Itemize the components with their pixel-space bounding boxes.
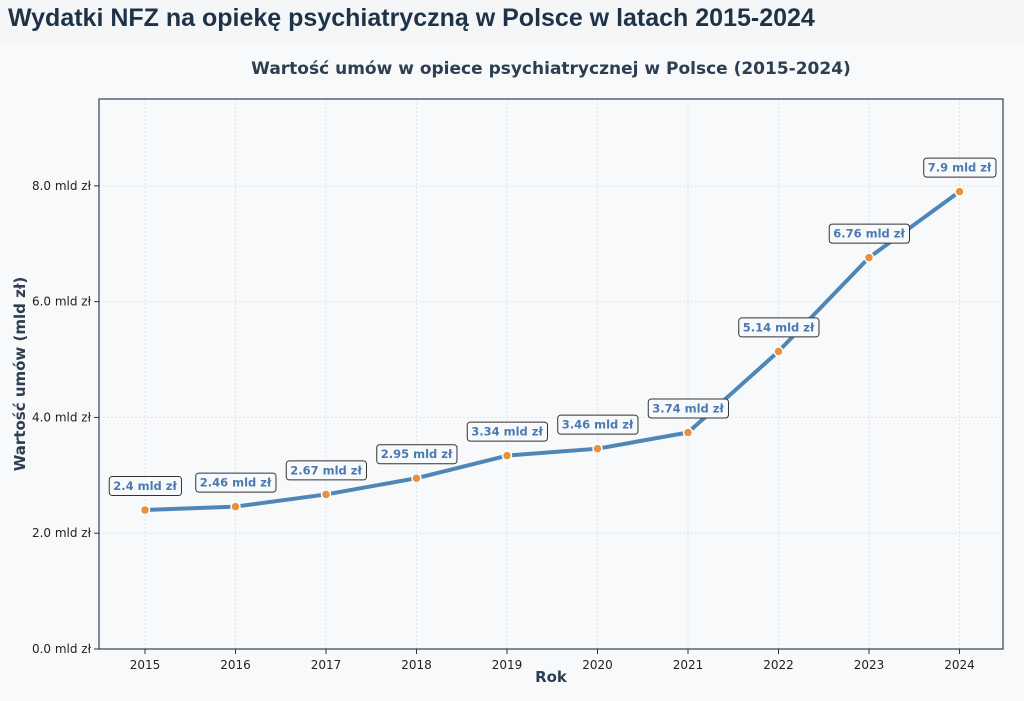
data-label-text: 3.74 mld zł: [652, 401, 724, 415]
x-tick-label: 2019: [492, 658, 523, 672]
data-point-marker: [682, 427, 694, 438]
page-header: Wydatki NFZ na opiekę psychiatryczną w P…: [0, 0, 1024, 44]
data-label-box: [923, 157, 997, 178]
data-label-text: 2.4 mld zł: [113, 479, 177, 493]
y-tick-label: 4.0 mld zł: [32, 410, 92, 424]
x-tick-label: 2022: [763, 658, 794, 672]
data-point-marker: [230, 501, 241, 512]
data-label-box: [828, 223, 910, 244]
data-label-box: [108, 476, 182, 497]
data-label-text: 2.46 mld zł: [200, 476, 272, 490]
grid-layer: [99, 99, 1003, 650]
data-label: 3.46 mld zł: [557, 414, 639, 435]
data-label-text: 6.76 mld zł: [833, 227, 905, 241]
series-layer: [139, 186, 965, 516]
data-label: 7.9 mld zł: [923, 157, 997, 178]
x-tick-label: 2021: [673, 658, 704, 672]
data-label: 2.46 mld zł: [195, 472, 277, 493]
data-point-marker: [954, 186, 965, 197]
data-label-box: [466, 421, 548, 442]
plot-frame: [98, 98, 1004, 650]
data-label-text: 3.34 mld zł: [471, 425, 543, 439]
chart-figure: Wartość umów w opiece psychiatrycznej w …: [0, 44, 1024, 701]
data-point-marker: [592, 443, 603, 454]
data-label-text: 2.67 mld zł: [290, 463, 362, 477]
data-point-marker: [320, 489, 332, 500]
data-label-text: 2.95 mld zł: [381, 447, 453, 461]
data-label: 2.4 mld zł: [108, 476, 182, 497]
chart-title: Wartość umów w opiece psychiatrycznej w …: [251, 59, 851, 79]
data-point-marker: [863, 252, 875, 263]
x-tick-label: 2023: [854, 658, 885, 672]
data-point-marker: [139, 504, 151, 516]
x-tick-label: 2024: [944, 658, 975, 672]
data-label-box: [285, 460, 367, 481]
x-tick-label: 2018: [401, 658, 432, 672]
data-label-layer: 2.4 mld zł 2.46 mld zł 2.67 mld zł 2.95 mld…: [108, 157, 997, 497]
data-label: 2.95 mld zł: [376, 444, 458, 465]
y-axis-label: Wartość umów (mld zł): [11, 277, 29, 471]
data-label: 5.14 mld zł: [738, 317, 820, 338]
x-tick-label: 2017: [311, 658, 342, 672]
tick-layer: 0.0 mld zł 2.0 mld zł 4.0 mld zł 6.0 mld zł…: [32, 179, 975, 672]
series-line: [143, 189, 962, 513]
y-tick-label: 8.0 mld zł: [32, 179, 92, 193]
page-title: Wydatki NFZ na opiekę psychiatryczną w P…: [8, 4, 815, 32]
x-tick-label: 2016: [220, 658, 251, 672]
data-label-box: [376, 444, 458, 465]
data-label-text: 7.9 mld zł: [928, 161, 992, 175]
data-label-text: 3.46 mld zł: [562, 418, 634, 432]
data-label-box: [557, 414, 639, 435]
data-label: 3.34 mld zł: [466, 421, 548, 442]
y-tick-label: 0.0 mld zł: [32, 642, 92, 656]
data-label: 3.74 mld zł: [647, 398, 729, 419]
x-tick-label: 2020: [582, 658, 613, 672]
data-label-box: [738, 317, 820, 338]
data-label: 6.76 mld zł: [828, 223, 910, 244]
x-tick-label: 2015: [130, 658, 161, 672]
data-point-marker: [501, 450, 513, 461]
data-point-marker: [773, 346, 784, 357]
data-label-box: [195, 472, 277, 493]
data-label-text: 5.14 mld zł: [743, 320, 815, 334]
data-point-marker: [411, 472, 422, 484]
y-tick-label: 2.0 mld zł: [32, 526, 92, 540]
line-chart: Wartość umów w opiece psychiatrycznej w …: [11, 59, 1004, 686]
y-tick-label: 6.0 mld zł: [32, 295, 92, 309]
data-label-box: [647, 398, 729, 419]
data-label: 2.67 mld zł: [285, 460, 367, 481]
x-axis-label: Rok: [535, 668, 568, 686]
